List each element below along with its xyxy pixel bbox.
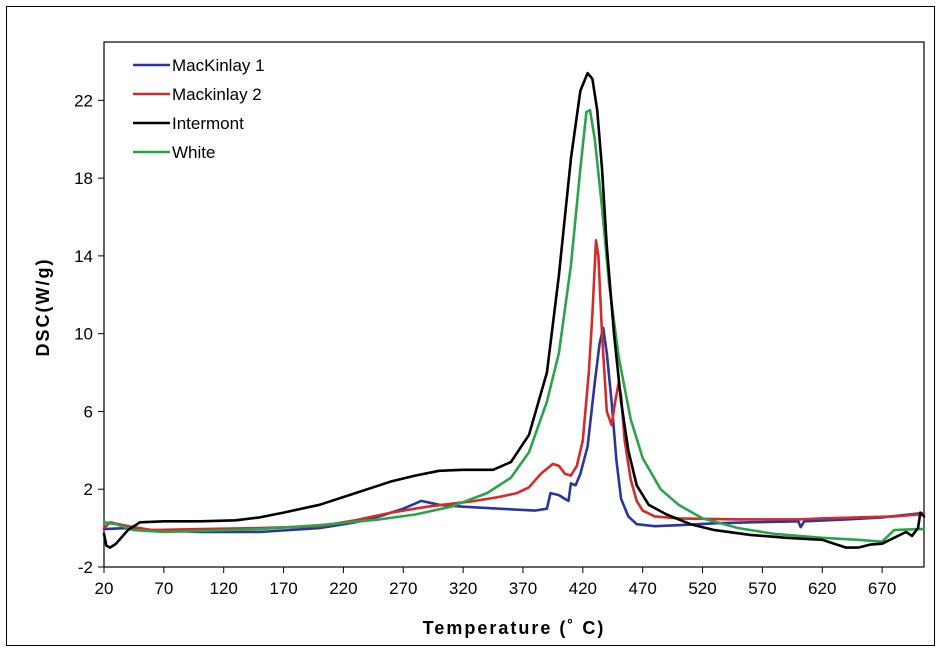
series-line-mackinlay-1 <box>102 326 926 534</box>
plot-area <box>103 41 925 568</box>
y-tick-label: 2 <box>84 480 93 499</box>
x-tick-label: 420 <box>569 579 597 598</box>
legend-label: Intermont <box>172 114 244 133</box>
chart-frame: 20 70 120 170 220 270 320 370 420 470 520 570 620 670… <box>6 6 935 646</box>
y-axis: -2 2 6 10 14 18 22 <box>74 91 104 577</box>
x-tick-label: 470 <box>628 579 656 598</box>
y-tick-label: 14 <box>74 247 93 266</box>
y-tick-label: -2 <box>78 558 93 577</box>
x-axis-title: Temperature (˚ C) <box>423 618 606 638</box>
y-tick-label: 10 <box>74 325 93 344</box>
legend-label: Mackinlay 2 <box>172 85 262 104</box>
series-lines <box>102 71 926 549</box>
x-tick-label: 320 <box>449 579 477 598</box>
y-tick-label: 6 <box>84 402 93 421</box>
x-axis: 20 70 120 170 220 270 320 370 420 470 520 570 620 670 <box>95 567 896 598</box>
series-line-intermont <box>102 71 926 549</box>
x-tick-label: 520 <box>688 579 716 598</box>
legend: MacKinlay 1 Mackinlay 2 Intermont White <box>133 56 265 162</box>
y-axis-title: DSC(W/g) <box>33 258 53 357</box>
x-tick-label: 570 <box>748 579 776 598</box>
legend-label: White <box>172 143 215 162</box>
x-tick-label: 70 <box>154 579 173 598</box>
x-tick-label: 670 <box>868 579 896 598</box>
legend-label: MacKinlay 1 <box>172 56 265 75</box>
y-tick-label: 18 <box>74 169 93 188</box>
x-tick-label: 120 <box>210 579 238 598</box>
series-line-white <box>102 108 926 543</box>
x-tick-label: 220 <box>329 579 357 598</box>
x-tick-label: 370 <box>509 579 537 598</box>
x-tick-label: 620 <box>808 579 836 598</box>
dsc-chart: 20 70 120 170 220 270 320 370 420 470 520 570 620 670… <box>33 41 926 638</box>
series-line-mackinlay-2 <box>102 239 926 532</box>
x-tick-label: 20 <box>95 579 114 598</box>
y-tick-label: 22 <box>74 91 93 110</box>
x-tick-label: 170 <box>269 579 297 598</box>
x-tick-label: 270 <box>389 579 417 598</box>
